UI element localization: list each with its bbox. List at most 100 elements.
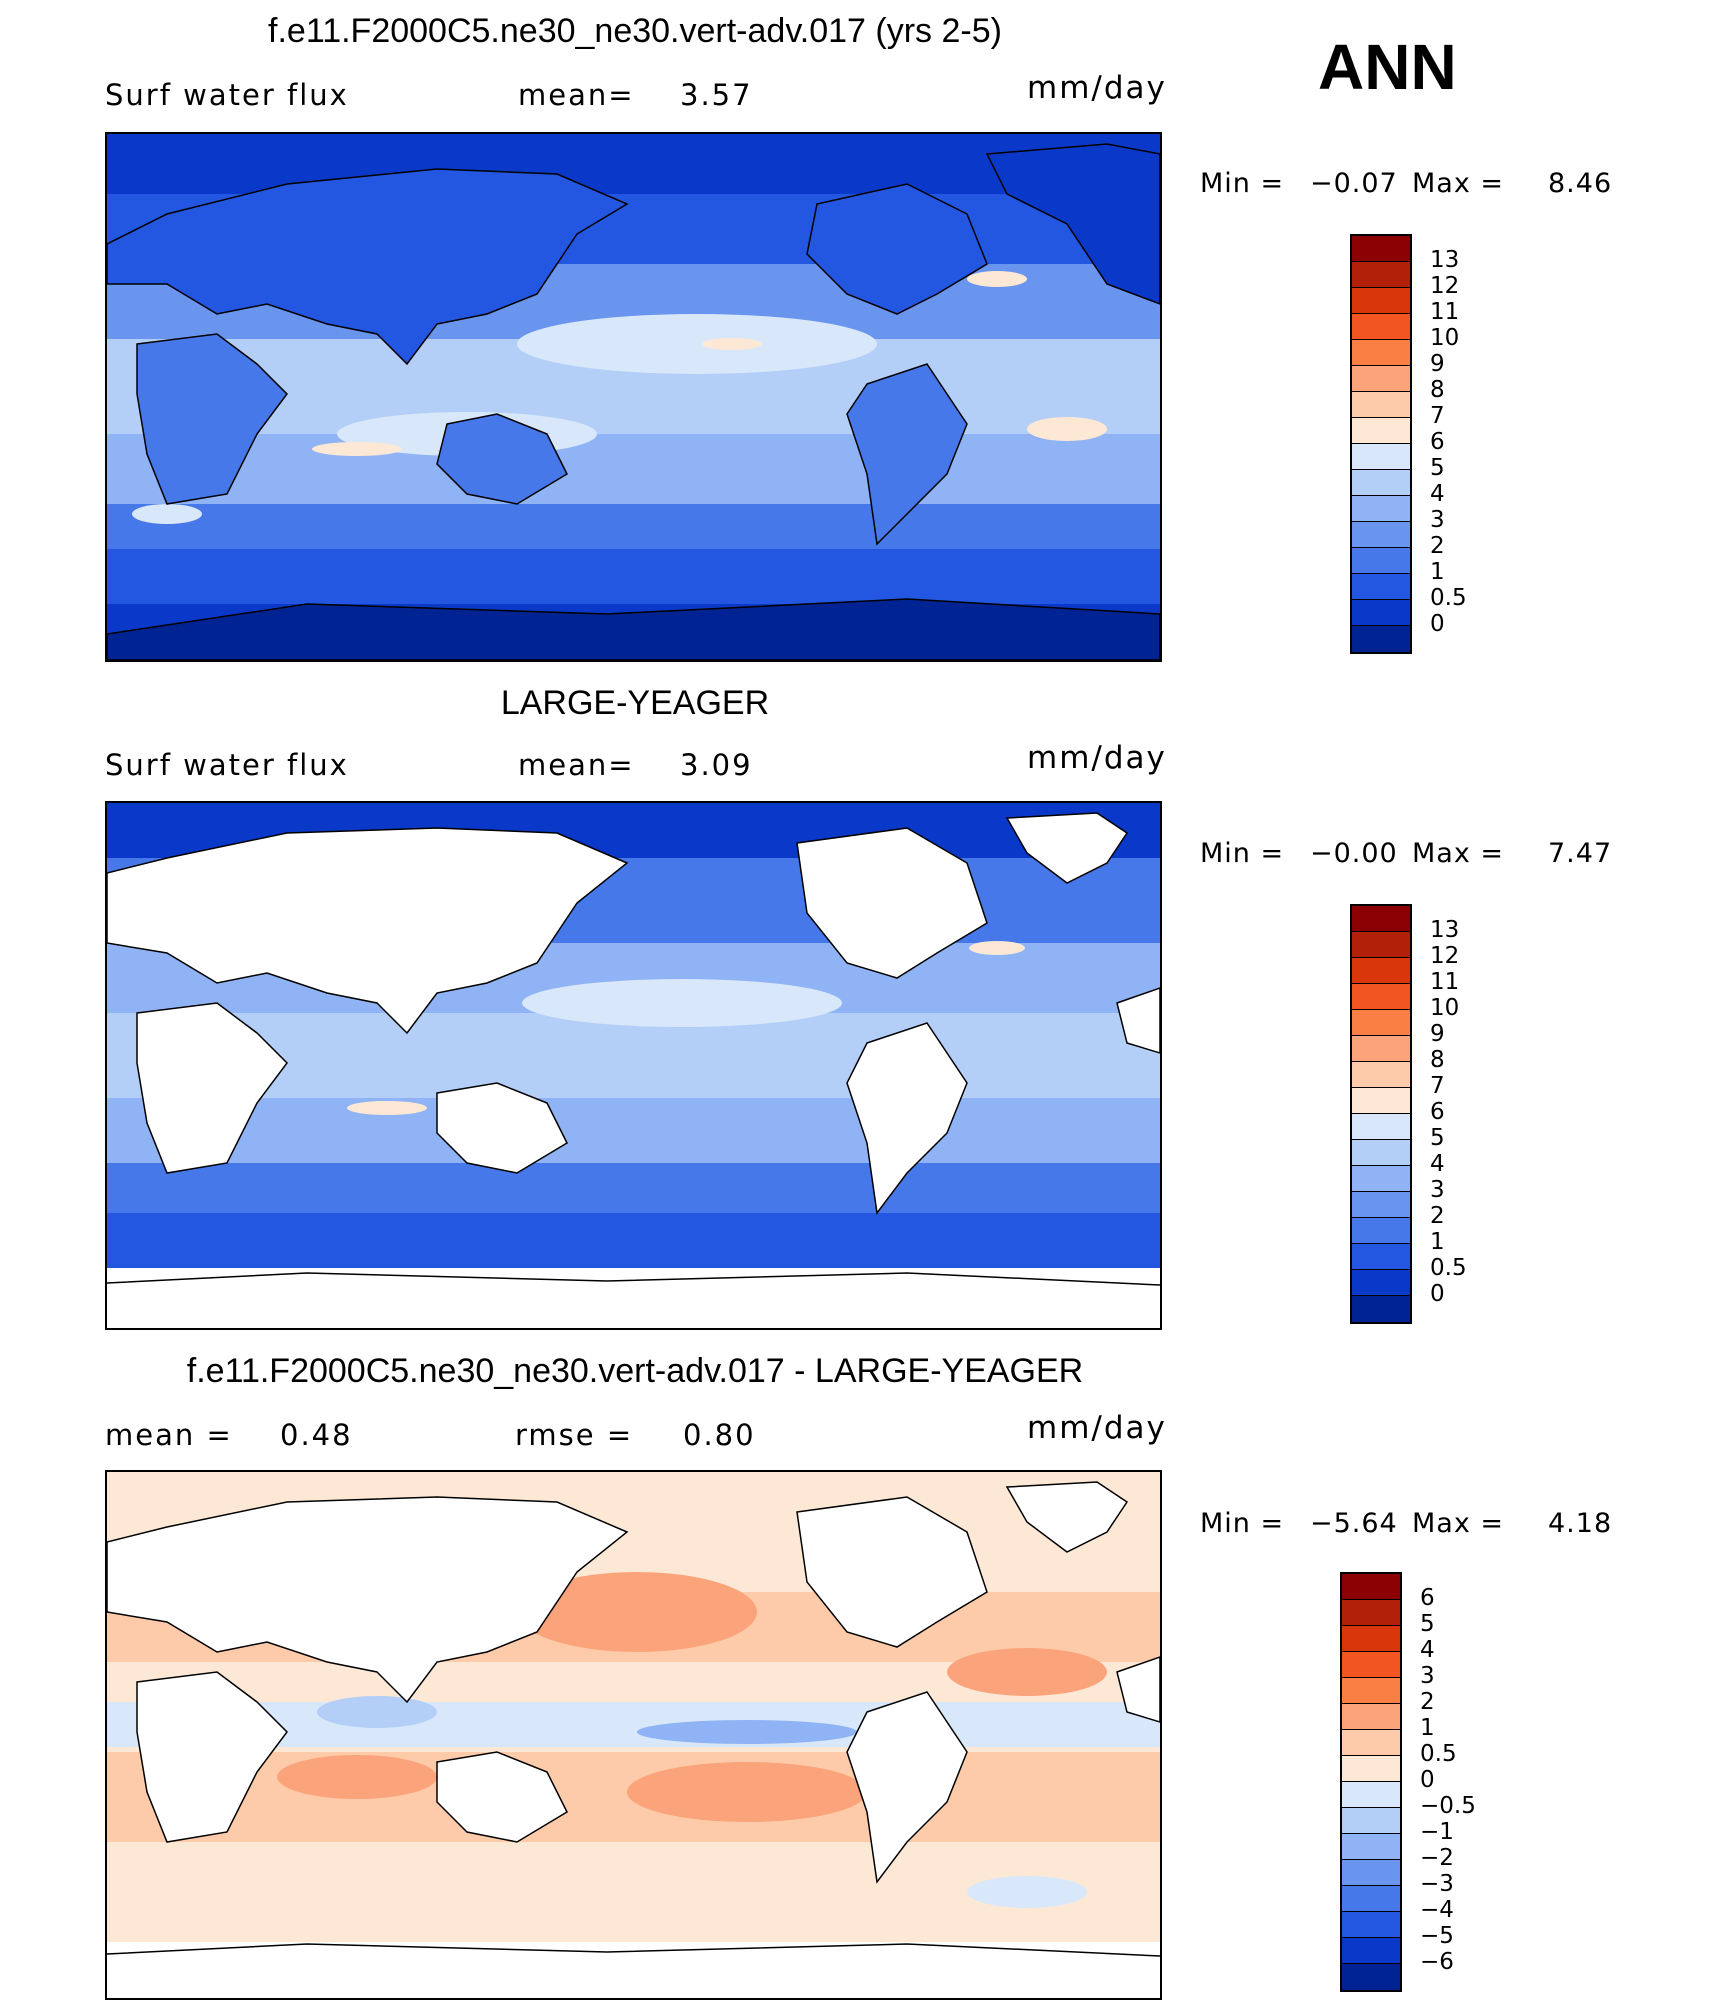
- colorbar-tick-label: 3: [1430, 1177, 1445, 1203]
- panel-3-map: [105, 1470, 1162, 2000]
- colorbar-swatch: [1352, 522, 1410, 548]
- colorbar-tick-label: 10: [1430, 325, 1460, 351]
- panel-2-title: LARGE-YEAGER: [500, 684, 770, 722]
- panel-1-units: mm/day: [1027, 70, 1167, 106]
- colorbar-tick-label: 6: [1430, 1099, 1445, 1125]
- colorbar-swatch: [1352, 1140, 1410, 1166]
- colorbar-swatch: [1352, 392, 1410, 418]
- panel-3-rmse-value: 0.80: [683, 1418, 756, 1452]
- colorbar-tick-label: 2: [1430, 1203, 1445, 1229]
- colorbar-swatch: [1342, 1964, 1400, 1990]
- colorbar-swatch: [1342, 1834, 1400, 1860]
- panel-3-max-label: Max =: [1412, 1508, 1505, 1539]
- panel-3-rmse-label: rmse =: [515, 1418, 634, 1452]
- colorbar-tick-label: −2: [1420, 1845, 1454, 1871]
- colorbar-swatch: [1352, 1088, 1410, 1114]
- colorbar-swatch: [1342, 1756, 1400, 1782]
- panel-2-min-value: −0.00: [1310, 838, 1398, 869]
- colorbar-swatch: [1352, 1296, 1410, 1322]
- panel-1-max-value: 8.46: [1548, 168, 1613, 199]
- colorbar-tick-label: 10: [1430, 995, 1460, 1021]
- colorbar-tick-label: −4: [1420, 1897, 1454, 1923]
- colorbar-tick-label: 5: [1420, 1611, 1435, 1637]
- colorbar-swatch: [1352, 1010, 1410, 1036]
- colorbar-tick-label: 2: [1430, 533, 1445, 559]
- colorbar-swatch: [1352, 1062, 1410, 1088]
- colorbar-swatch: [1342, 1704, 1400, 1730]
- colorbar-swatch: [1352, 366, 1410, 392]
- colorbar-tick-label: 9: [1430, 351, 1445, 377]
- colorbar-box: [1340, 1572, 1402, 1992]
- colorbar-tick-label: −0.5: [1420, 1793, 1476, 1819]
- colorbar-swatch: [1342, 1730, 1400, 1756]
- colorbar-swatch: [1342, 1574, 1400, 1600]
- colorbar-swatch: [1352, 1270, 1410, 1296]
- colorbar-tick-label: 0.5: [1420, 1741, 1457, 1767]
- colorbar-swatch: [1352, 984, 1410, 1010]
- colorbar-swatch: [1342, 1938, 1400, 1964]
- colorbar-tick-label: 9: [1430, 1021, 1445, 1047]
- colorbar-swatch: [1352, 906, 1410, 932]
- panel-2-max-label: Max =: [1412, 838, 1505, 869]
- colorbar-swatch: [1352, 470, 1410, 496]
- panel-3-title: f.e11.F2000C5.ne30_ne30.vert-adv.017 - L…: [186, 1352, 1084, 1390]
- colorbar-swatch: [1352, 444, 1410, 470]
- colorbar-swatch: [1352, 574, 1410, 600]
- colorbar-tick-label: 1: [1430, 1229, 1445, 1255]
- panel-2-mean-label: mean=: [518, 748, 635, 782]
- colorbar-tick-label: 1: [1420, 1715, 1435, 1741]
- colorbar-swatch: [1352, 626, 1410, 652]
- colorbar-swatch: [1352, 418, 1410, 444]
- panel-2-colorbar: 13 12 11 10 9 8 7 6 5 4 3 2 1 0.5 0: [1350, 904, 1467, 1324]
- panel-1-variable: Surf water flux: [105, 78, 349, 112]
- panel-3-map-canvas: [107, 1472, 1160, 1998]
- colorbar-swatch: [1352, 932, 1410, 958]
- colorbar-tick-label: −3: [1420, 1871, 1454, 1897]
- colorbar-swatch: [1342, 1652, 1400, 1678]
- colorbar-tick-label: 11: [1430, 299, 1460, 325]
- panel-3-max-value: 4.18: [1548, 1508, 1613, 1539]
- colorbar-tick-label: 12: [1430, 943, 1460, 969]
- colorbar-box: [1350, 234, 1412, 654]
- colorbar-swatch: [1342, 1886, 1400, 1912]
- colorbar-tick-label: −6: [1420, 1949, 1454, 1975]
- panel-2-mean-value: 3.09: [680, 748, 753, 782]
- colorbar-tick-label: 7: [1430, 403, 1445, 429]
- colorbar-swatch: [1352, 1192, 1410, 1218]
- colorbar-tick-label: 7: [1430, 1073, 1445, 1099]
- colorbar-swatch: [1342, 1860, 1400, 1886]
- panel-1-title: f.e11.F2000C5.ne30_ne30.vert-adv.017 (yr…: [268, 12, 1002, 50]
- colorbar-tick-label: 4: [1430, 481, 1445, 507]
- colorbar-swatch: [1352, 548, 1410, 574]
- colorbar-swatch: [1352, 236, 1410, 262]
- colorbar-swatch: [1352, 1218, 1410, 1244]
- colorbar-swatch: [1352, 1166, 1410, 1192]
- colorbar-tick-label: 0: [1430, 611, 1445, 637]
- colorbar-tick-label: 6: [1430, 429, 1445, 455]
- panel-1-map-canvas: [107, 134, 1160, 660]
- panel-1-mean-label: mean=: [518, 78, 635, 112]
- colorbar-tick-label: −1: [1420, 1819, 1454, 1845]
- colorbar-tick-label: 6: [1420, 1585, 1435, 1611]
- colorbar-box: [1350, 904, 1412, 1324]
- panel-3-mean-label: mean =: [105, 1418, 233, 1452]
- panel-3-min-label: Min =: [1200, 1508, 1285, 1539]
- panel-1-colorbar: 13 12 11 10 9 8 7 6 5 4 3 2 1 0.5 0: [1350, 234, 1467, 654]
- colorbar-tick-label: 4: [1430, 1151, 1445, 1177]
- season-label: ANN: [1318, 31, 1457, 103]
- panel-1-max-label: Max =: [1412, 168, 1505, 199]
- panel-2-variable: Surf water flux: [105, 748, 349, 782]
- colorbar-swatch: [1352, 958, 1410, 984]
- colorbar-tick-label: 5: [1430, 455, 1445, 481]
- panel-2-map-canvas: [107, 803, 1160, 1328]
- colorbar-swatch: [1342, 1626, 1400, 1652]
- colorbar-tick-label: 4: [1420, 1637, 1435, 1663]
- colorbar-swatch: [1342, 1912, 1400, 1938]
- colorbar-tick-label: 0.5: [1430, 585, 1467, 611]
- panel-1-min-label: Min =: [1200, 168, 1285, 199]
- colorbar-swatch: [1342, 1600, 1400, 1626]
- colorbar-swatch: [1352, 496, 1410, 522]
- panel-1-mean-value: 3.57: [680, 78, 753, 112]
- colorbar-tick-label: 5: [1430, 1125, 1445, 1151]
- panel-2-map: [105, 801, 1162, 1330]
